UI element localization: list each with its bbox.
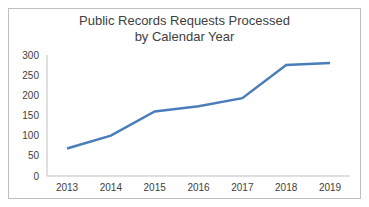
- svg-text:100: 100: [22, 130, 39, 141]
- svg-text:0: 0: [33, 171, 39, 182]
- svg-text:2017: 2017: [231, 182, 254, 193]
- svg-text:2019: 2019: [319, 182, 342, 193]
- svg-text:150: 150: [22, 110, 39, 121]
- svg-text:2015: 2015: [144, 182, 167, 193]
- svg-text:2014: 2014: [100, 182, 123, 193]
- svg-text:250: 250: [22, 70, 39, 81]
- svg-text:300: 300: [22, 50, 39, 61]
- svg-text:2018: 2018: [275, 182, 298, 193]
- svg-text:2013: 2013: [56, 182, 79, 193]
- svg-text:2016: 2016: [187, 182, 210, 193]
- svg-text:200: 200: [22, 90, 39, 101]
- html-text:Public Records Requests Proces: Public Records Requests Processed: [79, 13, 290, 28]
- svg-text:50: 50: [28, 150, 40, 161]
- html-text:by Calendar Year: by Calendar Year: [134, 29, 235, 44]
